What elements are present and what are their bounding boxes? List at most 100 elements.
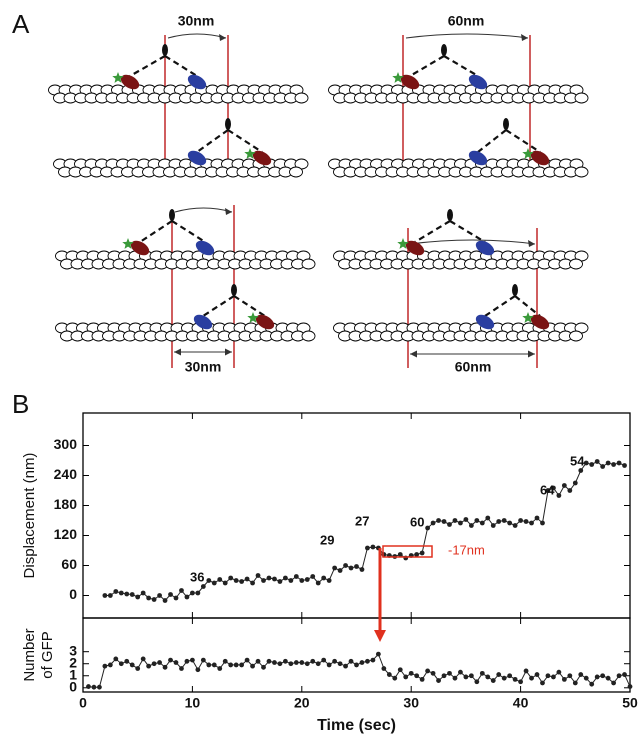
data-point (370, 657, 376, 663)
data-point (436, 678, 441, 683)
data-point (195, 667, 201, 673)
data-point (485, 515, 491, 521)
data-point (255, 573, 261, 578)
leg (227, 129, 263, 153)
data-point (540, 680, 545, 686)
data-point (534, 515, 540, 521)
data-point (107, 662, 113, 668)
data-point (244, 576, 250, 582)
data-point (425, 525, 431, 531)
data-point (151, 597, 157, 602)
head (255, 314, 275, 330)
data-point (479, 670, 485, 676)
arrow-head (374, 630, 386, 642)
data-point (485, 674, 491, 680)
distance-label: 60nm (448, 13, 485, 29)
data-point (430, 520, 436, 526)
tubulin (289, 166, 303, 178)
annotation: 60 (410, 514, 424, 529)
annotation: 54 (570, 453, 585, 468)
leg (505, 129, 541, 153)
leg (443, 55, 479, 77)
arrow-head (528, 240, 535, 247)
data-point (589, 681, 595, 687)
head (120, 74, 140, 90)
data-point (578, 468, 584, 473)
data-point (217, 666, 223, 671)
data-point (474, 518, 480, 523)
data-point (135, 594, 141, 600)
data-point (447, 670, 452, 676)
plot-frame (82, 617, 631, 693)
annotation: 27 (355, 513, 369, 528)
annotation: 29 (320, 532, 334, 547)
data-point (490, 523, 496, 528)
data-point (572, 680, 578, 686)
gfp-star (522, 312, 534, 323)
data-point (468, 523, 474, 528)
leg (414, 220, 451, 243)
leg (514, 295, 541, 317)
data-point (315, 580, 321, 586)
data-point (272, 576, 277, 582)
data-point (425, 668, 431, 674)
data-point (512, 523, 518, 528)
data-point (179, 588, 184, 593)
y-tick-label: 180 (54, 496, 78, 512)
data-point (408, 670, 414, 676)
head (468, 74, 488, 90)
data-point (518, 679, 523, 685)
data-point (518, 518, 523, 523)
data-point (140, 656, 146, 662)
tubulin (569, 330, 583, 342)
data-point (288, 578, 294, 583)
head (405, 240, 425, 256)
data-point (124, 591, 130, 597)
step-arrow (174, 207, 233, 213)
data-point (157, 660, 162, 665)
arrow-head (225, 208, 232, 215)
data-point (211, 580, 217, 586)
gfp-star (112, 72, 124, 83)
tail (162, 44, 168, 56)
data-point (190, 590, 195, 596)
data-point (195, 590, 201, 596)
data-point (611, 462, 616, 467)
y-tick-label: 0 (69, 586, 77, 602)
tubulin (301, 330, 316, 342)
data-point (403, 674, 409, 680)
data-point (173, 595, 179, 601)
data-point (354, 564, 359, 569)
data-point (173, 660, 179, 665)
data-point (332, 565, 338, 571)
panel-label: A (12, 9, 30, 39)
data-point (594, 674, 600, 680)
tubulin (301, 258, 316, 270)
data-point (529, 675, 534, 681)
y-axis-label: Number (21, 628, 38, 681)
data-point (228, 662, 234, 668)
data-point (118, 590, 124, 596)
panel-label: B (12, 389, 29, 419)
y-axis-label: of GFP (39, 631, 56, 679)
data-point (206, 662, 212, 668)
data-point (447, 522, 452, 527)
tubulin (574, 92, 589, 104)
data-point (529, 520, 534, 526)
data-point (129, 592, 135, 597)
data-point (359, 660, 365, 665)
step-arrow (405, 33, 529, 39)
data-point (343, 563, 348, 568)
leg (164, 55, 198, 77)
data-point (540, 520, 545, 526)
y-axis-label: Displacement (nm) (21, 453, 38, 579)
data-point (430, 670, 436, 676)
data-point (293, 660, 299, 665)
data-point (200, 584, 206, 589)
head (530, 314, 550, 330)
data-point (299, 660, 305, 665)
data-point (304, 577, 310, 582)
diagram (48, 33, 589, 368)
gfp-star (122, 238, 134, 249)
